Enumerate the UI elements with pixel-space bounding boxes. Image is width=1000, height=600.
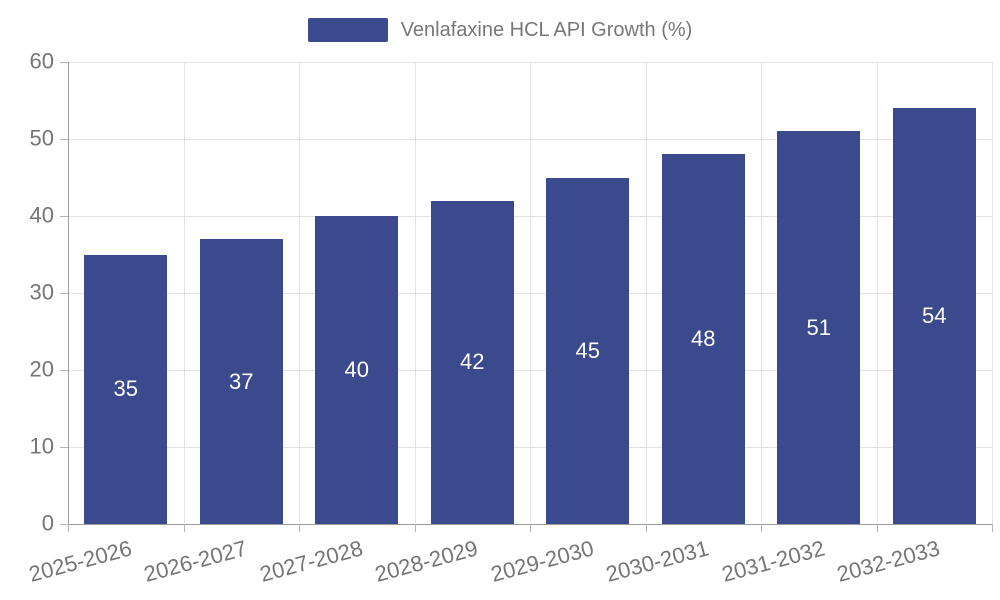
legend[interactable]: Venlafaxine HCL API Growth (%) [0, 18, 1000, 42]
grid-line-vertical [876, 62, 878, 524]
bar-value-label: 48 [691, 326, 716, 352]
bar-value-label: 54 [922, 303, 947, 329]
x-axis-tick-label: 2030-2031 [603, 535, 712, 587]
bar-value-label: 51 [806, 314, 831, 340]
x-axis-tick-label: 2025-2026 [25, 535, 134, 587]
x-axis-tick [876, 524, 878, 532]
bar-value-label: 45 [575, 337, 600, 363]
y-axis-tick-label: 10 [29, 433, 54, 459]
grid-line-vertical [183, 62, 185, 524]
bar[interactable] [546, 177, 630, 524]
x-axis-tick-label: 2029-2030 [487, 535, 596, 587]
bar[interactable] [430, 200, 514, 524]
y-axis-tick [60, 216, 68, 217]
y-axis-tick [60, 447, 68, 448]
legend-swatch [307, 18, 388, 42]
bar[interactable] [661, 154, 745, 524]
x-axis-tick-label: 2028-2029 [372, 535, 481, 587]
bar[interactable] [84, 254, 168, 524]
y-axis-tick [60, 62, 68, 63]
bar[interactable] [199, 239, 283, 524]
x-axis-tick-label: 2032-2033 [834, 535, 943, 587]
grid-line-vertical [645, 62, 647, 524]
x-axis-tick [761, 524, 762, 532]
y-axis-tick [60, 524, 68, 525]
y-axis-tick [60, 370, 68, 371]
x-axis-tick [645, 524, 647, 532]
x-axis-tick [992, 524, 993, 532]
x-axis-tick-label: 2026-2027 [141, 535, 250, 587]
x-axis-tick [530, 524, 531, 532]
bar-value-label: 35 [113, 376, 138, 402]
bar-value-label: 37 [229, 368, 254, 394]
y-axis-tick [60, 293, 68, 294]
grid-line-vertical [530, 62, 531, 524]
y-axis-line [68, 62, 69, 525]
x-axis-tick [414, 524, 416, 532]
y-axis-tick-label: 50 [29, 125, 54, 151]
bar-value-label: 40 [344, 357, 369, 382]
x-axis-tick [68, 524, 69, 532]
y-axis-tick-label: 0 [41, 510, 54, 536]
x-axis-tick [183, 524, 185, 532]
bar[interactable] [777, 131, 861, 524]
y-axis-tick-label: 40 [29, 202, 54, 228]
bar[interactable] [892, 108, 976, 524]
legend-label: Venlafaxine HCL API Growth (%) [400, 19, 693, 41]
grid-line-vertical [761, 62, 762, 524]
x-axis-tick-label: 2031-2032 [718, 535, 827, 587]
x-axis-tick-label: 2027-2028 [256, 535, 365, 587]
x-axis-tick [299, 524, 300, 532]
bar-value-label: 42 [460, 349, 485, 375]
grid-line-vertical [299, 62, 300, 524]
bar[interactable] [315, 216, 399, 524]
grid-line-vertical [992, 62, 993, 524]
y-axis-tick-label: 30 [29, 279, 54, 305]
y-axis-tick [60, 139, 68, 140]
grid-line-vertical [414, 62, 416, 524]
y-axis-tick-label: 20 [29, 356, 54, 382]
y-axis-tick-label: 60 [29, 48, 54, 74]
